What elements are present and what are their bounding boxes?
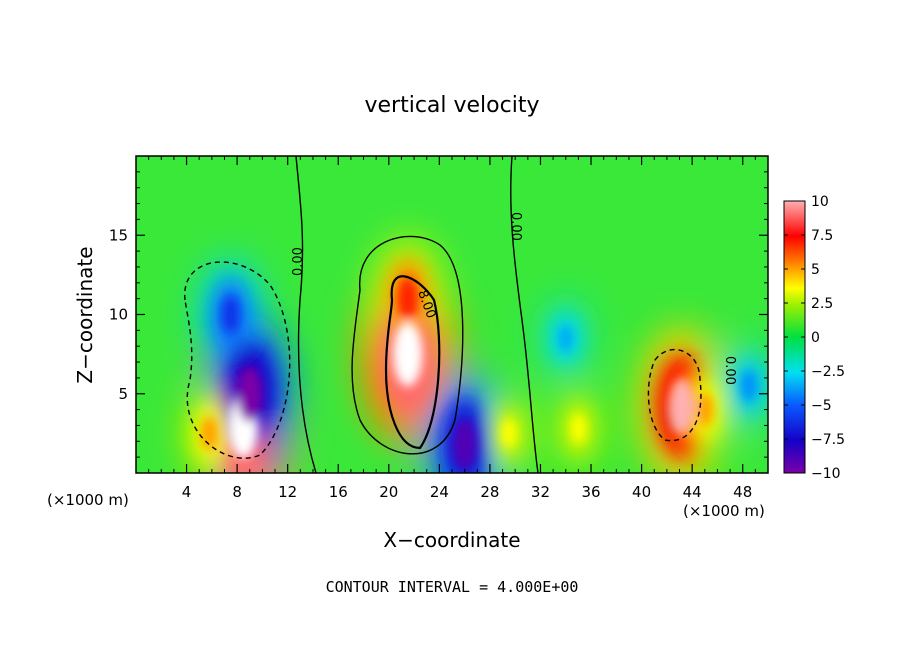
contour-label-1: 0.00 bbox=[508, 212, 523, 241]
heatmap-field: 0.00 0.00 8.00 0.00 bbox=[136, 156, 768, 473]
colorbar-tick-label: 2.5 bbox=[811, 296, 833, 312]
contour-labels: 0.00 0.00 8.00 0.00 bbox=[291, 212, 737, 385]
field-blob-core bbox=[669, 378, 696, 435]
chart-title: vertical velocity bbox=[364, 93, 539, 118]
contour-zero-left bbox=[295, 156, 317, 473]
x-axis: 4 8 12 16 20 24 28 32 36 40 44 48 bbox=[148, 156, 756, 501]
colorbar-tick-label: 7.5 bbox=[811, 228, 833, 244]
contour-label-3: 0.00 bbox=[722, 356, 737, 385]
x-unit-left: (×1000 m) bbox=[47, 491, 129, 509]
colorbar-tick-label: −7.5 bbox=[811, 432, 845, 448]
x-tick-label: 28 bbox=[480, 483, 499, 501]
x-tick-label: 20 bbox=[379, 483, 398, 501]
field-blob-core bbox=[397, 277, 419, 321]
y-axis-label: Z−coordinate bbox=[73, 246, 97, 383]
colorbar-tick-label: 0 bbox=[811, 330, 820, 346]
field-blob-core bbox=[200, 416, 218, 451]
field-blob-core bbox=[236, 365, 263, 422]
y-tick-label: 10 bbox=[109, 306, 128, 324]
y-tick-label: 5 bbox=[118, 385, 128, 403]
x-tick-label: 48 bbox=[733, 483, 752, 501]
contour-downdraft-left bbox=[184, 261, 291, 459]
contour-lines bbox=[184, 156, 702, 473]
colorbar-tick-label: 5 bbox=[811, 262, 820, 278]
colorbar-tick-label: −2.5 bbox=[811, 364, 845, 380]
x-tick-label: 12 bbox=[278, 483, 297, 501]
x-tick-label: 4 bbox=[182, 483, 192, 501]
field-blob-core bbox=[558, 324, 573, 352]
contour-zero-right bbox=[510, 156, 539, 473]
x-tick-label: 44 bbox=[683, 483, 702, 501]
contour-downdraft-right bbox=[647, 349, 702, 442]
contour-label-0: 0.00 bbox=[291, 247, 306, 276]
field-blob-core bbox=[501, 418, 517, 449]
y-tick-label: 15 bbox=[109, 226, 128, 244]
x-tick-label: 32 bbox=[531, 483, 550, 501]
contour-updraft-outer bbox=[351, 235, 464, 455]
x-tick-label: 40 bbox=[632, 483, 651, 501]
field-blob-core bbox=[570, 413, 587, 444]
x-unit-right: (×1000 m) bbox=[683, 502, 765, 520]
x-tick-label: 8 bbox=[232, 483, 242, 501]
colorbar-tick-label: −10 bbox=[811, 466, 841, 482]
field-blob-core bbox=[696, 392, 714, 427]
x-axis-label: X−coordinate bbox=[383, 528, 520, 552]
field-blob-core bbox=[741, 371, 757, 401]
field-blob-core bbox=[452, 418, 477, 471]
x-tick-label: 24 bbox=[430, 483, 449, 501]
y-axis: 5 10 15 bbox=[109, 171, 768, 458]
colorbar-ticks: 10 7.5 5 2.5 0 −2.5 −5 −7.5 −10 bbox=[784, 194, 845, 482]
field-blob-core bbox=[392, 321, 423, 387]
colorbar-tick-label: 10 bbox=[811, 194, 829, 210]
x-tick-label: 36 bbox=[581, 483, 600, 501]
colorbar-tick-label: −5 bbox=[811, 398, 832, 414]
contour-interval-label: CONTOUR INTERVAL = 4.000E+00 bbox=[326, 578, 579, 596]
field-blob-core bbox=[221, 295, 241, 334]
contour-updraft-core bbox=[384, 275, 441, 450]
x-tick-label: 16 bbox=[329, 483, 348, 501]
